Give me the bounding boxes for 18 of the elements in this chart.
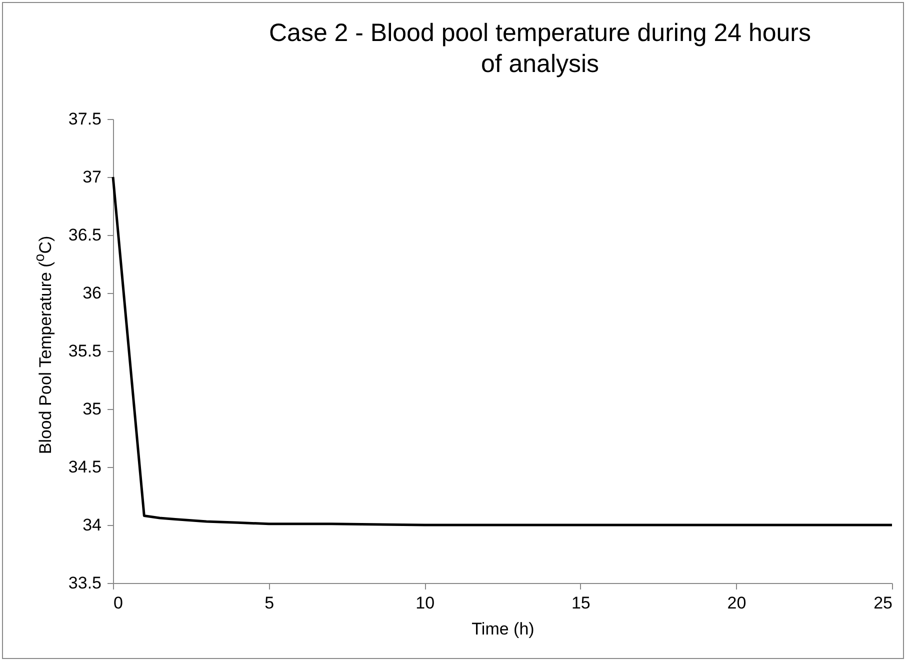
x-axis-title: Time (h) bbox=[472, 620, 534, 638]
y-tick-label: 37.5 bbox=[68, 110, 102, 128]
y-tick-label: 35.5 bbox=[68, 342, 102, 360]
x-tick-label: 10 bbox=[416, 594, 435, 612]
x-tick-label: 20 bbox=[727, 594, 746, 612]
y-tick-label: 37 bbox=[82, 168, 102, 186]
y-tick-label: 33.5 bbox=[68, 574, 102, 592]
y-tick-label: 36 bbox=[82, 284, 102, 302]
y-tick-label: 34.5 bbox=[68, 458, 102, 476]
x-tick-label: 5 bbox=[264, 594, 274, 612]
x-tick-label: 15 bbox=[571, 594, 590, 612]
x-tick-label: 25 bbox=[874, 594, 892, 612]
x-tick-label: 0 bbox=[114, 594, 123, 612]
line-series bbox=[112, 176, 894, 526]
y-tick-label: 36.5 bbox=[68, 226, 102, 244]
y-tick-label: 34 bbox=[82, 516, 102, 534]
chart-title: Case 2 - Blood pool temperature during 24 hours of analysis bbox=[268, 18, 812, 80]
y-tick-label: 35 bbox=[82, 400, 102, 418]
